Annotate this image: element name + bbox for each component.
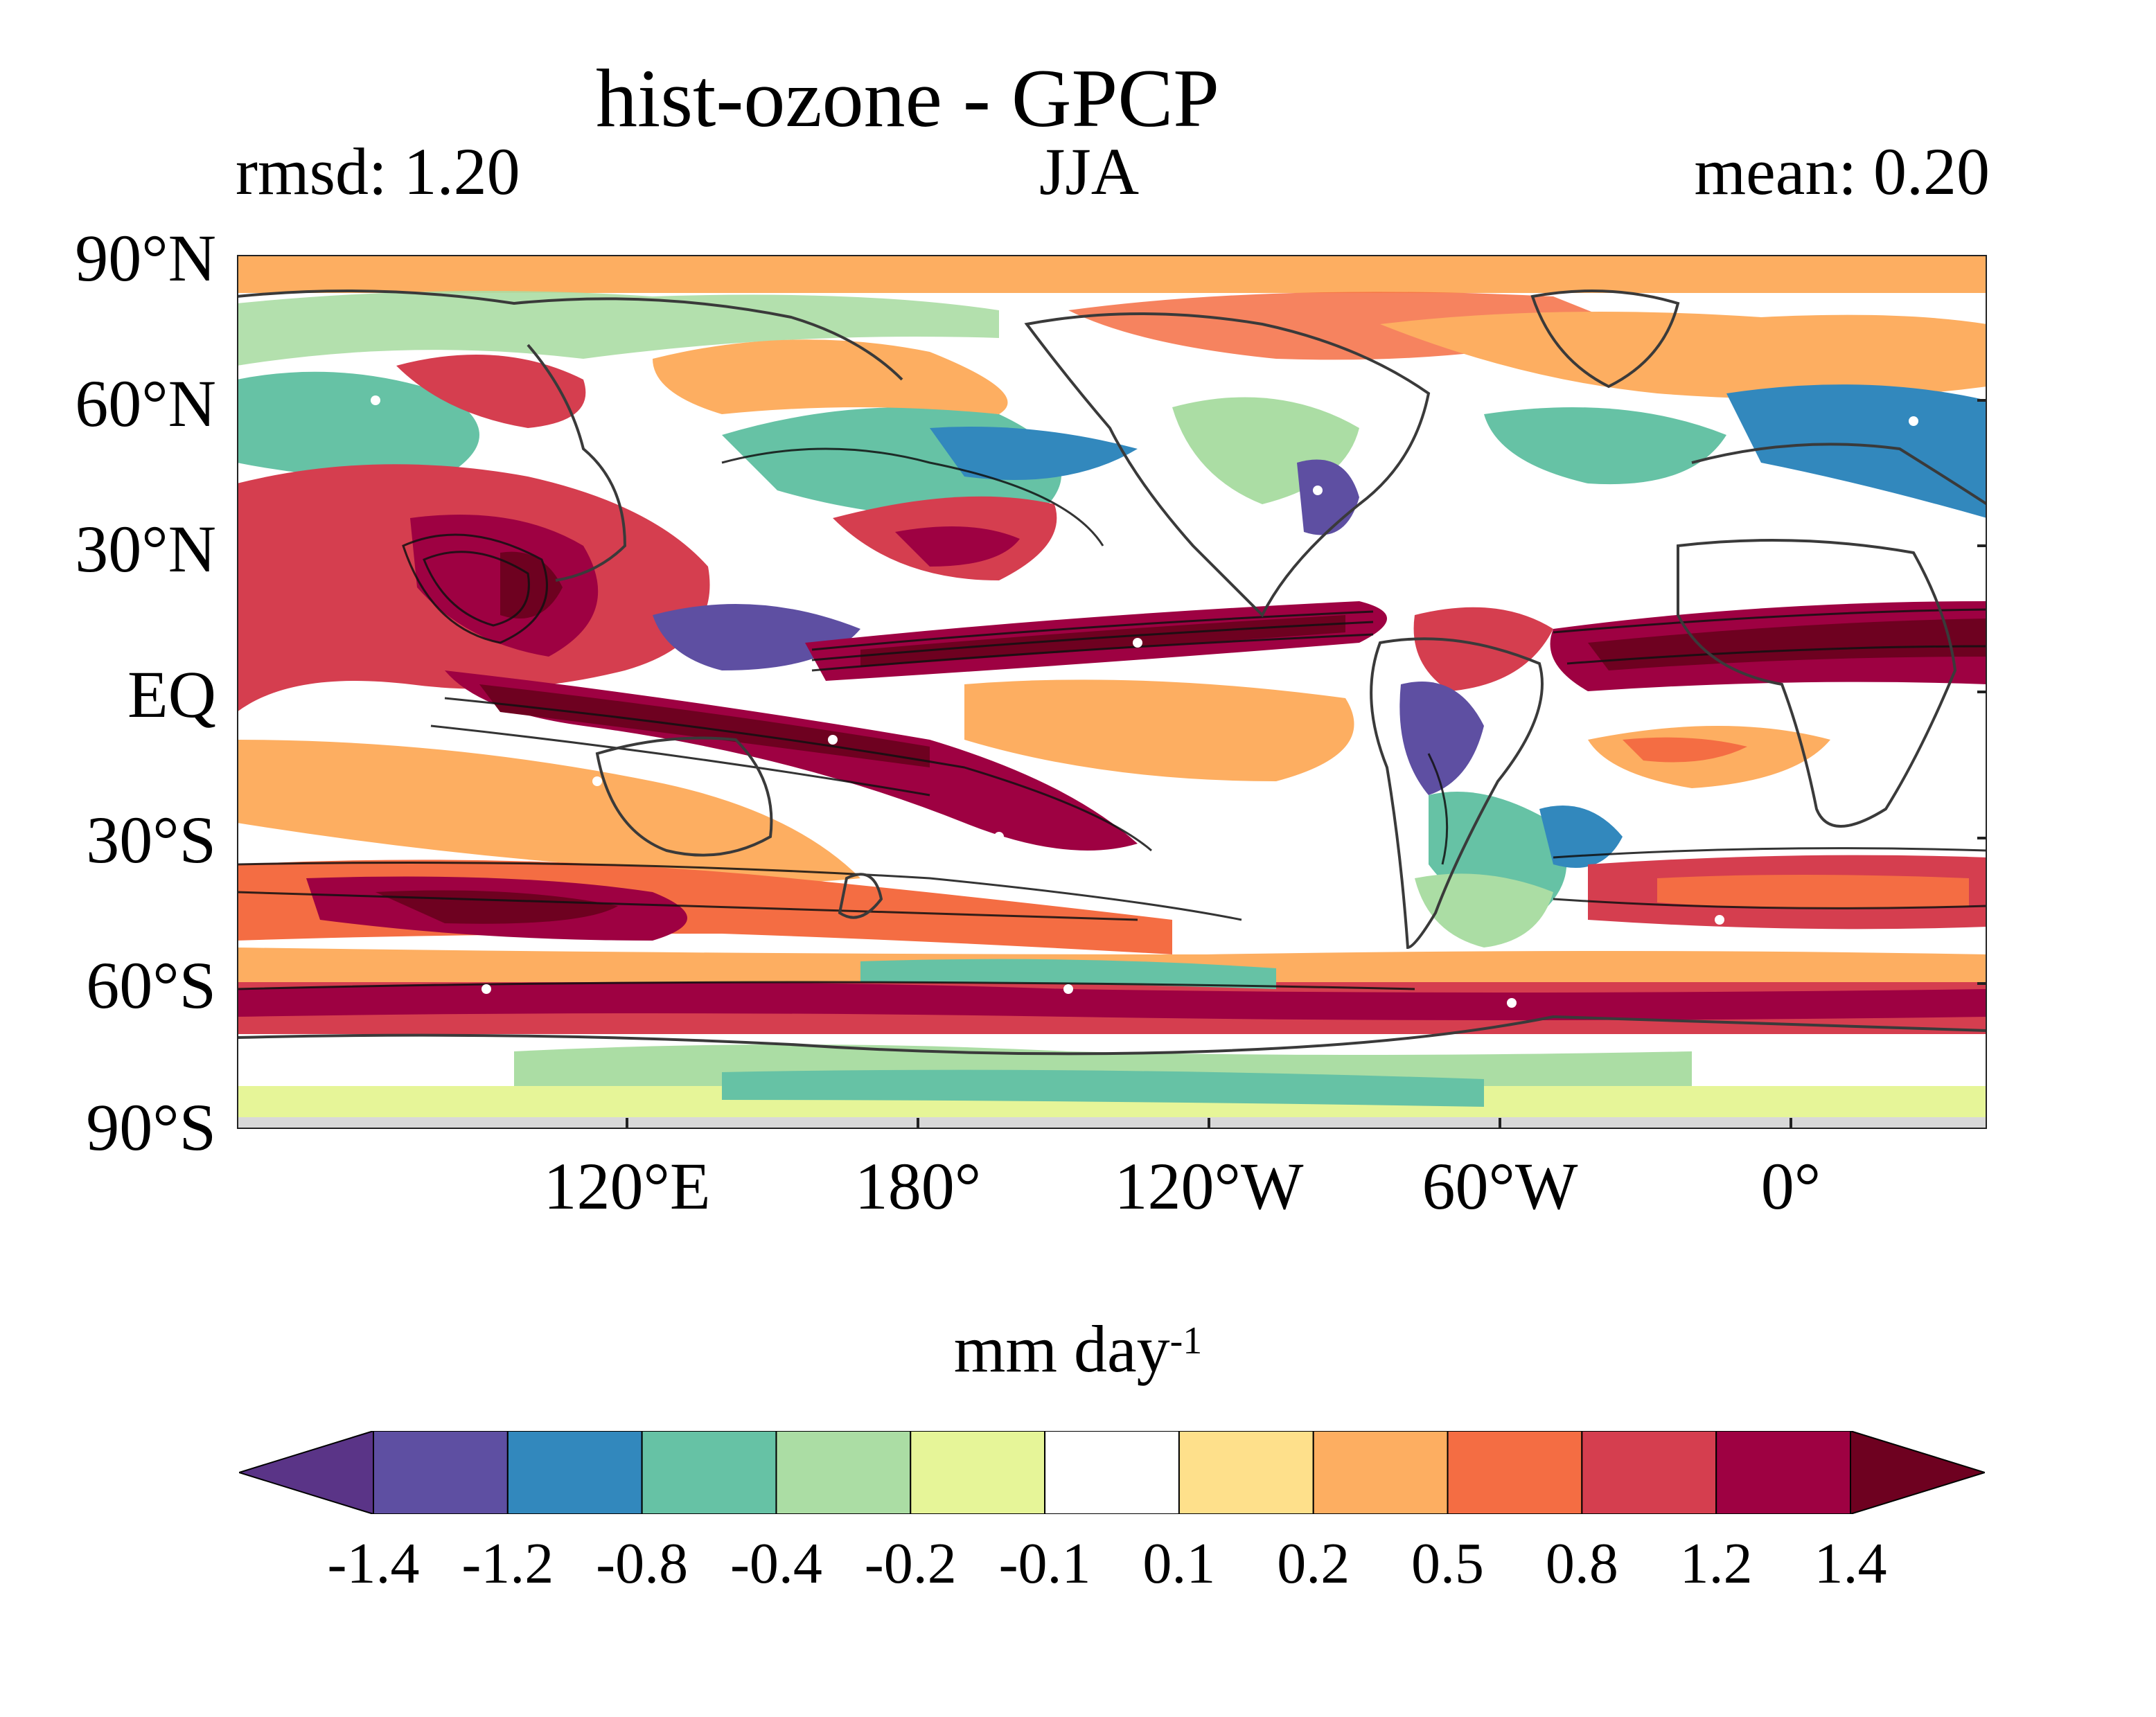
colorbar-tick-label: -1.4 [327, 1531, 420, 1596]
colorbar-swatch [1178, 1431, 1314, 1514]
colorbar-tick-label: -0.2 [864, 1531, 957, 1596]
colorbar-tick-label: -0.8 [596, 1531, 689, 1596]
lon-label-60w: 60°W [1422, 1149, 1578, 1223]
lon-label-0: 0° [1760, 1149, 1821, 1223]
colorbar-tick-label: 1.4 [1814, 1531, 1887, 1596]
colorbar-units: mm day-1 [0, 1316, 2156, 1382]
lat-label-60s: 60°S [86, 948, 216, 1022]
colorbar-swatch [1312, 1431, 1449, 1514]
map-title: hist-ozone - GPCP [596, 52, 1219, 144]
colorbar-swatch [1447, 1431, 1583, 1514]
colorbar-tick-label: 1.2 [1679, 1531, 1753, 1596]
units-exponent: -1 [1169, 1319, 1203, 1362]
lat-label-60n: 60°N [75, 366, 216, 441]
colorbar-swatch [1044, 1431, 1180, 1514]
colorbar-tick-label: 0.2 [1277, 1531, 1350, 1596]
colorbar-swatch [641, 1431, 777, 1514]
rmsd-label: rmsd: 1.20 [236, 134, 520, 208]
colorbar-swatch [506, 1431, 643, 1514]
colorbar-swatch [373, 1431, 509, 1514]
colorbar [239, 1431, 1985, 1514]
season-label: JJA [1039, 134, 1140, 208]
lat-label-90s: 90°S [86, 1090, 216, 1164]
units-text: mm day [953, 1312, 1170, 1386]
lon-label-120e: 120°E [543, 1149, 711, 1223]
colorbar-extend-low [239, 1431, 374, 1514]
mean-label: mean: 0.20 [1694, 134, 1990, 208]
colorbar-swatch [910, 1431, 1046, 1514]
precipitation-difference-map [237, 255, 1987, 1129]
colorbar-tick-label: 0.8 [1545, 1531, 1618, 1596]
colorbar-tick-label: 0.5 [1411, 1531, 1485, 1596]
colorbar-tick-label: 0.1 [1142, 1531, 1216, 1596]
colorbar-swatch [775, 1431, 912, 1514]
lat-label-eq: EQ [127, 657, 216, 731]
colorbar-swatch [1715, 1431, 1852, 1514]
colorbar-tick-label: -0.1 [998, 1531, 1091, 1596]
lat-label-30n: 30°N [75, 512, 216, 586]
lon-label-120w: 120°W [1114, 1149, 1304, 1223]
colorbar-tick-label: -0.4 [730, 1531, 822, 1596]
colorbar-extend-high [1850, 1431, 1985, 1514]
colorbar-swatch [1581, 1431, 1717, 1514]
lat-label-90n: 90°N [75, 221, 216, 295]
lat-label-30s: 30°S [86, 803, 216, 877]
lon-label-180: 180° [854, 1149, 982, 1223]
colorbar-tick-label: -1.2 [461, 1531, 554, 1596]
